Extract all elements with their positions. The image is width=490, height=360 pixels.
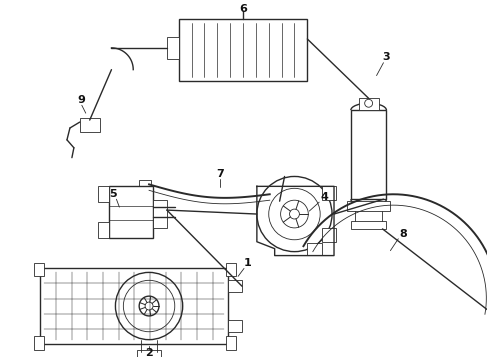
Text: 7: 7 [217, 170, 224, 180]
Text: 8: 8 [399, 229, 407, 239]
Bar [179, 19, 307, 81]
Bar [153, 200, 167, 228]
Circle shape [290, 209, 299, 219]
Bar [228, 280, 242, 292]
Bar [322, 228, 336, 242]
Text: 6: 6 [239, 4, 247, 14]
Bar [322, 186, 336, 200]
Circle shape [139, 296, 159, 316]
Bar [98, 222, 109, 238]
Bar [351, 110, 387, 199]
Bar [80, 118, 99, 132]
Bar [40, 269, 228, 343]
Text: 3: 3 [383, 52, 390, 62]
Text: 1: 1 [244, 258, 252, 269]
Bar [109, 186, 153, 238]
Circle shape [269, 188, 320, 240]
Circle shape [257, 176, 332, 252]
Text: 9: 9 [78, 95, 86, 105]
Text: 5: 5 [110, 189, 117, 199]
Bar [226, 262, 236, 276]
Bar [226, 336, 236, 350]
Circle shape [281, 200, 308, 228]
Text: 2: 2 [145, 347, 153, 357]
Bar [347, 201, 391, 211]
Circle shape [123, 280, 175, 332]
Bar [34, 262, 44, 276]
Bar [307, 243, 322, 255]
Bar [34, 336, 44, 350]
Bar [228, 320, 242, 332]
Bar [359, 98, 379, 110]
Bar [139, 180, 151, 194]
Circle shape [365, 99, 372, 107]
Bar [98, 186, 109, 202]
Bar [137, 350, 161, 357]
Circle shape [116, 273, 183, 339]
Bar [167, 37, 179, 59]
Text: 4: 4 [320, 192, 328, 202]
Bar [268, 190, 280, 204]
Bar [351, 221, 387, 229]
Circle shape [145, 302, 153, 310]
